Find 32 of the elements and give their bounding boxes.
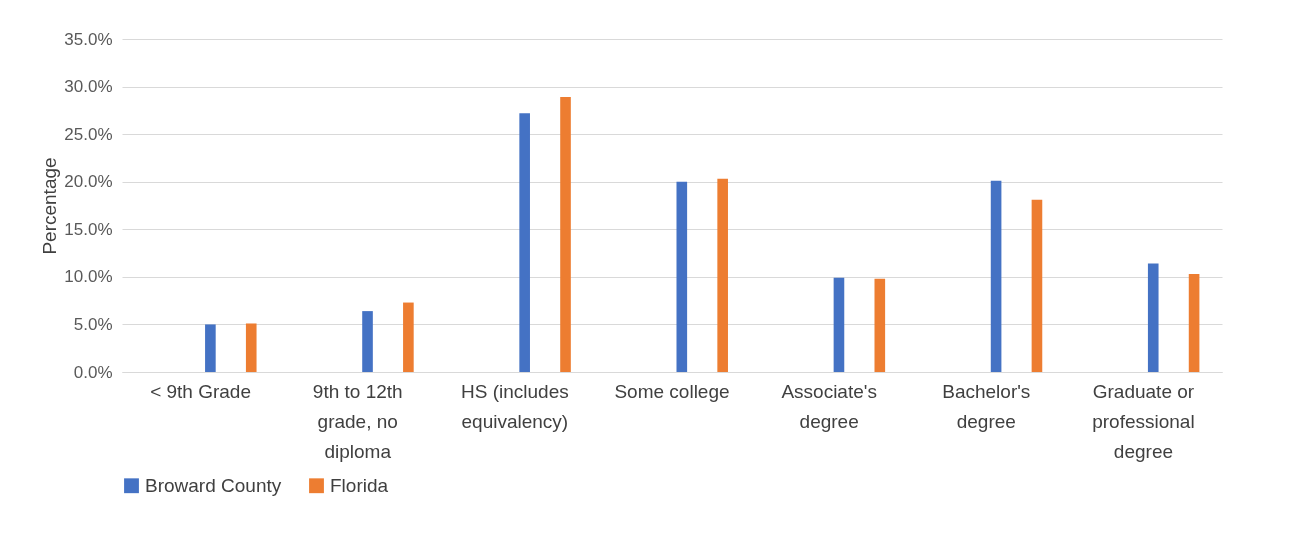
bar <box>1188 274 1200 372</box>
bar <box>990 180 1002 372</box>
bar <box>245 323 257 372</box>
bar <box>1031 199 1043 372</box>
y-tick-label: 0.0% <box>73 362 113 382</box>
bar <box>362 311 373 372</box>
y-axis-title: Percentage <box>39 157 61 255</box>
y-tick-label: 30.0% <box>64 77 113 97</box>
y-tick-label: 35.0% <box>64 29 113 49</box>
bar <box>874 278 886 372</box>
legend-label: Broward County <box>145 474 282 496</box>
x-tick-label: Graduate or professional degree <box>1092 380 1195 462</box>
bar <box>560 97 571 372</box>
y-tick-label: 10.0% <box>64 267 113 287</box>
bar <box>1147 263 1159 372</box>
x-tick-label: Associate's degree <box>781 380 877 432</box>
bar <box>717 178 728 372</box>
x-tick-label: HS (includes equivalency) <box>461 380 569 432</box>
y-tick-label: 25.0% <box>64 124 113 144</box>
bar <box>403 302 414 372</box>
x-tick-label: Bachelor's degree <box>942 380 1031 432</box>
bar <box>519 113 530 372</box>
x-tick-label: Some college <box>614 380 730 402</box>
bar <box>676 181 688 372</box>
legend-label: Florida <box>330 474 389 496</box>
y-tick-label: 5.0% <box>73 314 113 334</box>
x-tick-label: 9th to 12th grade, no diploma <box>312 380 403 462</box>
y-tick-label: 20.0% <box>64 172 113 192</box>
x-tick-label: < 9th Grade <box>150 380 252 402</box>
y-tick-label: 15.0% <box>64 219 113 239</box>
bar <box>205 324 216 372</box>
bar <box>833 277 845 372</box>
